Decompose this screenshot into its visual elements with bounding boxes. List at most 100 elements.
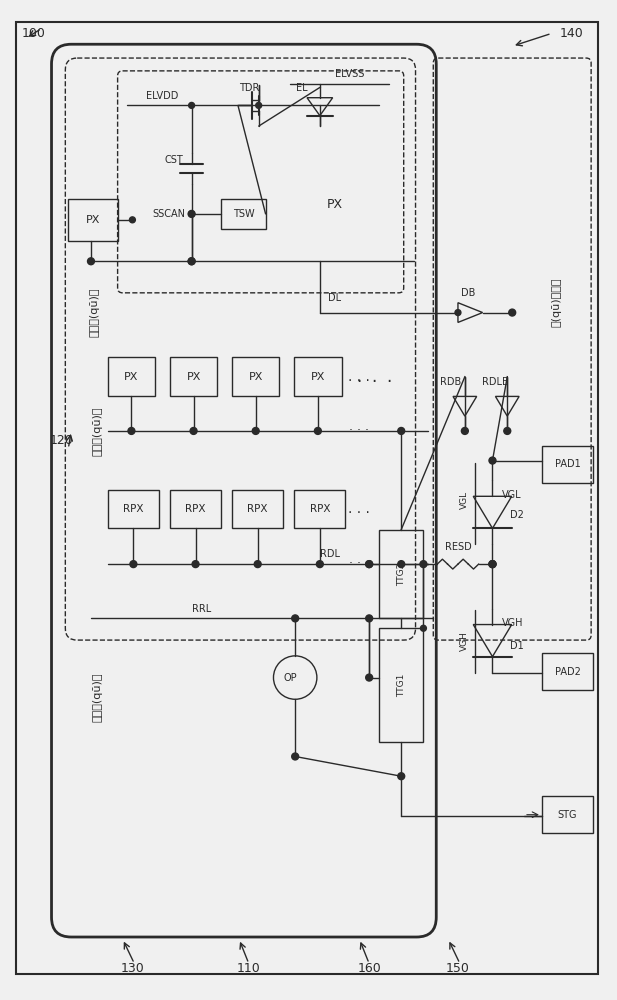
Text: 110: 110	[237, 962, 261, 975]
Text: 120: 120	[49, 434, 73, 447]
Circle shape	[398, 427, 405, 434]
Circle shape	[366, 674, 373, 681]
Text: D1: D1	[510, 641, 524, 651]
Bar	[170, 490, 222, 528]
Circle shape	[189, 211, 194, 217]
Text: VGL: VGL	[502, 490, 522, 500]
Text: PX: PX	[326, 198, 342, 211]
Text: . . .: . . .	[349, 502, 370, 516]
Text: STG: STG	[558, 810, 578, 820]
Bar	[379, 530, 423, 618]
Circle shape	[188, 210, 195, 217]
Text: RESD: RESD	[445, 542, 471, 552]
Bar	[232, 357, 280, 396]
Text: RDLB: RDLB	[482, 377, 509, 387]
Circle shape	[509, 309, 516, 316]
Text: PAD1: PAD1	[555, 459, 581, 469]
Circle shape	[192, 561, 199, 568]
Text: . . .: . . .	[349, 553, 370, 566]
Circle shape	[420, 625, 426, 631]
Text: .: .	[386, 368, 392, 386]
Circle shape	[366, 615, 373, 622]
Text: 周圍區(qū)域: 周圍區(qū)域	[93, 673, 103, 722]
Text: VGH: VGH	[460, 631, 470, 651]
Circle shape	[366, 561, 373, 568]
Circle shape	[462, 427, 468, 434]
Circle shape	[489, 457, 496, 464]
Text: RDL: RDL	[320, 549, 340, 559]
Bar	[542, 653, 593, 690]
Circle shape	[189, 102, 194, 108]
Text: 100: 100	[22, 27, 46, 40]
Text: 驅(qū)動電路: 驅(qū)動電路	[552, 278, 561, 327]
Circle shape	[88, 258, 94, 265]
Circle shape	[188, 258, 195, 265]
Text: . . .: . . .	[349, 370, 370, 384]
Circle shape	[292, 615, 299, 622]
Text: 140: 140	[560, 27, 583, 40]
Circle shape	[398, 773, 405, 780]
Text: PX: PX	[86, 215, 100, 225]
Text: PX: PX	[311, 372, 325, 382]
Text: TSW: TSW	[233, 209, 254, 219]
Text: RPX: RPX	[185, 504, 206, 514]
Circle shape	[188, 258, 195, 265]
Circle shape	[315, 427, 321, 434]
Text: PX: PX	[186, 372, 201, 382]
Text: ELVSS: ELVSS	[335, 69, 364, 79]
Bar	[170, 357, 217, 396]
Text: OP: OP	[283, 673, 297, 683]
Circle shape	[398, 561, 405, 568]
Text: PX: PX	[124, 372, 139, 382]
Circle shape	[420, 561, 427, 568]
Bar	[68, 199, 118, 241]
Bar	[294, 490, 346, 528]
Circle shape	[504, 427, 511, 434]
Circle shape	[489, 561, 496, 568]
Circle shape	[366, 561, 373, 568]
Text: .: .	[371, 368, 377, 386]
Text: SSCAN: SSCAN	[152, 209, 186, 219]
Circle shape	[489, 458, 495, 463]
Text: VGH: VGH	[502, 618, 523, 628]
Text: . . .: . . .	[349, 420, 370, 433]
Text: PAD2: PAD2	[555, 667, 581, 677]
Text: DL: DL	[328, 293, 341, 303]
Circle shape	[455, 310, 461, 316]
Circle shape	[252, 427, 259, 434]
Text: RPX: RPX	[310, 504, 330, 514]
Circle shape	[128, 427, 135, 434]
Bar	[542, 446, 593, 483]
Text: TTG1: TTG1	[397, 673, 406, 697]
Text: 160: 160	[357, 962, 381, 975]
Circle shape	[292, 753, 299, 760]
Text: CST: CST	[165, 155, 183, 165]
Circle shape	[130, 217, 135, 223]
Bar	[232, 490, 283, 528]
Circle shape	[489, 561, 496, 568]
Text: VGL: VGL	[460, 491, 470, 509]
Circle shape	[130, 561, 137, 568]
Bar	[222, 199, 265, 229]
Text: .: .	[357, 368, 362, 386]
Text: EL: EL	[296, 83, 308, 93]
Text: TDR: TDR	[239, 83, 259, 93]
Text: RDB: RDB	[441, 377, 462, 387]
Bar	[108, 357, 155, 396]
Text: RRL: RRL	[192, 604, 211, 614]
Text: DB: DB	[461, 288, 475, 298]
Text: RPX: RPX	[123, 504, 144, 514]
Bar	[294, 357, 342, 396]
Circle shape	[317, 561, 323, 568]
Text: RPX: RPX	[247, 504, 268, 514]
Text: TTG2: TTG2	[397, 562, 406, 586]
Circle shape	[254, 561, 261, 568]
Circle shape	[489, 561, 496, 568]
Text: 130: 130	[120, 962, 144, 975]
Circle shape	[190, 427, 197, 434]
Text: D2: D2	[510, 510, 524, 520]
Text: ELVDD: ELVDD	[146, 91, 178, 101]
Text: 顯示區(qū)域: 顯示區(qū)域	[90, 288, 100, 337]
Bar	[379, 628, 423, 742]
Bar	[108, 490, 159, 528]
